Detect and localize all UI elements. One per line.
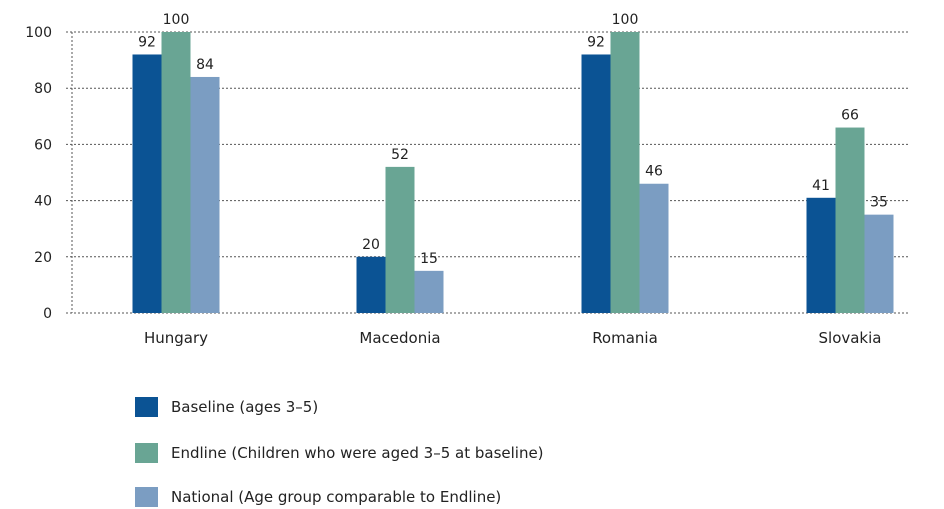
legend-swatch xyxy=(135,397,158,417)
data-label: 41 xyxy=(812,178,830,194)
data-labels: 92 100 84 20 52 15 92 100 46 41 66 35 xyxy=(138,12,888,267)
data-label: 66 xyxy=(841,108,859,124)
bar-romania-series-1 xyxy=(581,54,611,313)
legend-label: National (Age group comparable to Endlin… xyxy=(171,488,501,506)
legend-swatch xyxy=(135,443,158,463)
bar-macedonia-series-2 xyxy=(385,166,415,313)
x-axis-categories: Hungary Macedonia Romania Slovakia xyxy=(144,329,882,347)
bar-hungary-series-2 xyxy=(161,32,191,313)
y-tick-label: 100 xyxy=(25,25,52,41)
bar-slovakia-series-2 xyxy=(835,127,865,313)
y-tick-label: 80 xyxy=(34,81,52,97)
data-label: 100 xyxy=(163,12,190,28)
bar-macedonia-series-3 xyxy=(414,270,444,313)
data-label: 92 xyxy=(138,34,156,50)
bar-hungary-series-1 xyxy=(132,54,162,313)
y-tick-label: 0 xyxy=(43,306,52,322)
x-category-label: Romania xyxy=(592,329,658,347)
legend-label: Baseline (ages 3–5) xyxy=(171,398,318,416)
data-label: 92 xyxy=(587,34,605,50)
bar-macedonia-series-1 xyxy=(356,256,386,313)
data-label: 52 xyxy=(391,147,409,163)
data-label: 15 xyxy=(420,251,438,267)
y-tick-label: 20 xyxy=(34,250,52,266)
legend-label: Endline (Children who were aged 3–5 at b… xyxy=(171,444,544,462)
y-axis-ticks: 0 20 40 60 80 100 xyxy=(25,25,52,322)
bars xyxy=(132,32,894,314)
data-label: 100 xyxy=(612,12,639,28)
x-category-label: Slovakia xyxy=(819,329,882,347)
x-category-label: Hungary xyxy=(144,329,208,347)
data-label: 84 xyxy=(196,57,214,73)
y-tick-label: 60 xyxy=(34,137,52,153)
data-label: 20 xyxy=(362,237,380,253)
data-label: 35 xyxy=(870,195,888,211)
x-category-label: Macedonia xyxy=(359,329,440,347)
data-label: 46 xyxy=(645,164,663,180)
bar-romania-series-3 xyxy=(639,183,669,313)
legend-swatch xyxy=(135,487,158,507)
legend: Baseline (ages 3–5) Endline (Children who… xyxy=(135,397,544,507)
bar-hungary-series-3 xyxy=(190,76,220,314)
y-tick-label: 40 xyxy=(34,194,52,210)
bar-slovakia-series-3 xyxy=(864,214,894,313)
bar-slovakia-series-1 xyxy=(806,197,836,313)
bar-romania-series-2 xyxy=(610,32,640,313)
